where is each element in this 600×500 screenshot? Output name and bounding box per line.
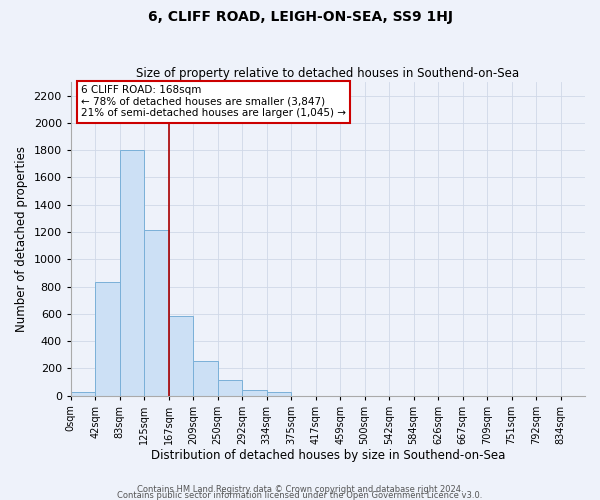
Bar [169, 316, 193, 396]
Bar [193, 361, 218, 396]
Text: Contains public sector information licensed under the Open Government Licence v3: Contains public sector information licen… [118, 490, 482, 500]
X-axis label: Distribution of detached houses by size in Southend-on-Sea: Distribution of detached houses by size … [151, 450, 505, 462]
Y-axis label: Number of detached properties: Number of detached properties [15, 146, 28, 332]
Text: 6 CLIFF ROAD: 168sqm
← 78% of detached houses are smaller (3,847)
21% of semi-de: 6 CLIFF ROAD: 168sqm ← 78% of detached h… [81, 85, 346, 118]
Bar [71, 392, 95, 396]
Title: Size of property relative to detached houses in Southend-on-Sea: Size of property relative to detached ho… [136, 66, 520, 80]
Bar [144, 230, 169, 396]
Bar [267, 392, 291, 396]
Bar [95, 282, 120, 396]
Text: Contains HM Land Registry data © Crown copyright and database right 2024.: Contains HM Land Registry data © Crown c… [137, 484, 463, 494]
Text: 6, CLIFF ROAD, LEIGH-ON-SEA, SS9 1HJ: 6, CLIFF ROAD, LEIGH-ON-SEA, SS9 1HJ [148, 10, 452, 24]
Bar [120, 150, 144, 396]
Bar [242, 390, 267, 396]
Bar [218, 380, 242, 396]
